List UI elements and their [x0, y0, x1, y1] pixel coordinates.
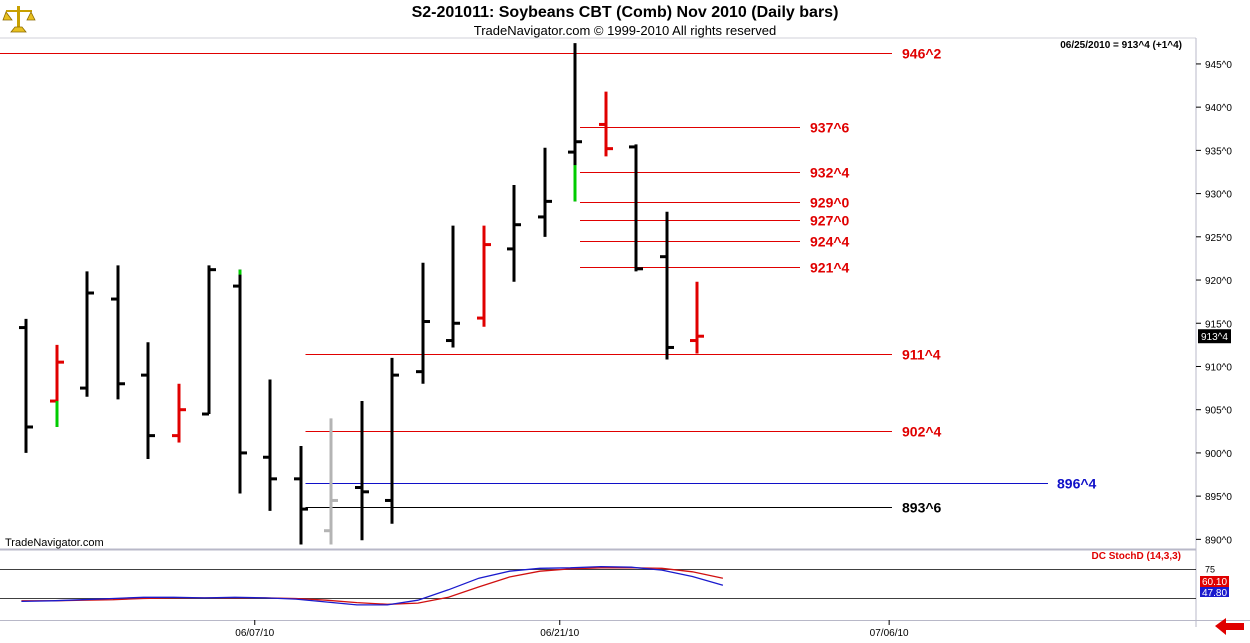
ohlc-bar[interactable]	[599, 91, 613, 157]
ohlc-bar[interactable]	[50, 344, 64, 427]
stochastic-label: DC StochD (14,3,3)	[1092, 551, 1181, 562]
ohlc-bar[interactable]	[568, 43, 582, 202]
last-price-text: 913^4	[1201, 332, 1228, 343]
chart-header: S2-201011: Soybeans CBT (Comb) Nov 2010 …	[0, 0, 1250, 40]
ohlc-bar[interactable]	[111, 265, 125, 400]
price-tick-label: 920^0	[1205, 276, 1232, 287]
price-tick-label: 925^0	[1205, 233, 1232, 244]
level-label: 924^4	[810, 234, 850, 250]
price-tick-label: 905^0	[1205, 406, 1232, 417]
ohlc-bar[interactable]	[660, 211, 674, 360]
price-tick-label: 900^0	[1205, 449, 1232, 460]
ohlc-bar[interactable]	[172, 383, 186, 443]
level-label: 946^2	[902, 46, 942, 62]
stoch-k-value: 47.80	[1202, 588, 1227, 599]
ohlc-bar[interactable]	[263, 379, 277, 511]
stoch-k-tag	[1200, 587, 1229, 597]
date-tick-label: 07/06/10	[870, 628, 909, 639]
watermark: TradeNavigator.com	[5, 537, 104, 549]
stoch-d-tag	[1200, 576, 1229, 587]
level-label: 911^4	[902, 347, 941, 363]
level-label: 929^0	[810, 195, 850, 211]
level-label: 896^4	[1057, 476, 1097, 492]
logo[interactable]	[2, 2, 36, 36]
level-label: 921^4	[810, 260, 850, 276]
ohlc-bar[interactable]	[355, 401, 369, 541]
ohlc-bar[interactable]	[202, 265, 216, 416]
price-tick-label: 940^0	[1205, 103, 1232, 114]
balance-scale-icon	[2, 6, 36, 33]
last-price-tag	[1198, 329, 1231, 344]
level-label: 893^6	[902, 500, 942, 516]
ohlc-bar[interactable]	[141, 342, 155, 459]
date-tick-label: 06/07/10	[235, 628, 274, 639]
left-arrow-icon[interactable]	[1212, 614, 1246, 640]
ohlc-bar[interactable]	[385, 357, 399, 524]
ohlc-bar[interactable]	[446, 225, 460, 348]
price-tick-label: 915^0	[1205, 319, 1232, 330]
price-tick-label: 910^0	[1205, 362, 1232, 373]
chart-subtitle: TradeNavigator.com © 1999-2010 All right…	[473, 23, 777, 38]
status-readout: 06/25/2010 = 913^4 (+1^4)	[1060, 40, 1182, 51]
level-label: 932^4	[810, 165, 850, 181]
ohlc-bar[interactable]	[294, 446, 308, 545]
chart-title: S2-201011: Soybeans CBT (Comb) Nov 2010 …	[411, 4, 839, 21]
ohlc-bar[interactable]	[477, 225, 491, 327]
ohlc-bar[interactable]	[233, 269, 247, 494]
price-tick-label: 945^0	[1205, 60, 1232, 71]
stochastic-tick-label: 75	[1205, 565, 1215, 575]
ohlc-bar[interactable]	[507, 184, 521, 282]
ohlc-bar[interactable]	[690, 281, 704, 354]
price-tick-label: 890^0	[1205, 535, 1232, 546]
price-tick-label: 930^0	[1205, 190, 1232, 201]
level-label: 902^4	[902, 424, 942, 440]
ohlc-bar[interactable]	[629, 144, 643, 272]
stoch-d-line	[21, 567, 724, 605]
level-label: 927^0	[810, 213, 850, 229]
stoch-k-line	[21, 565, 724, 606]
ohlc-bar[interactable]	[538, 147, 552, 237]
date-tick-label: 06/21/10	[540, 628, 579, 639]
stoch-d-value: 60.10	[1202, 577, 1227, 588]
ohlc-bar[interactable]	[324, 418, 338, 545]
ohlc-bar[interactable]	[19, 318, 33, 453]
ohlc-bar[interactable]	[80, 271, 94, 397]
price-tick-label: 935^0	[1205, 146, 1232, 157]
level-label: 937^6	[810, 120, 850, 136]
ohlc-bar[interactable]	[416, 262, 430, 384]
price-tick-label: 895^0	[1205, 492, 1232, 503]
